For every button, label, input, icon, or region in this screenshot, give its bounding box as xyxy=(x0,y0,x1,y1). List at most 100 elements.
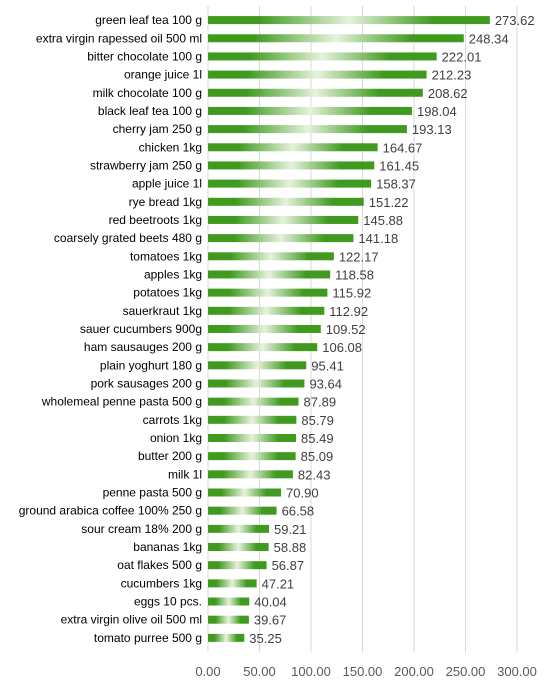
category-label: penne pasta 500 g xyxy=(103,486,202,500)
x-tick-label: 50.00 xyxy=(243,664,276,679)
category-label: onion 1kg xyxy=(150,431,202,445)
bar xyxy=(208,452,296,461)
bar xyxy=(208,633,245,642)
data-label: 59.21 xyxy=(274,522,307,537)
data-label: 112.92 xyxy=(329,304,368,319)
data-label: 222.01 xyxy=(442,49,482,64)
category-labels: green leaf tea 100 g extra virgin rapesse… xyxy=(19,13,202,645)
bar xyxy=(208,215,359,224)
bar xyxy=(208,543,269,552)
category-label: ground arabica coffee 100% 250 g xyxy=(19,504,202,518)
category-label: wholemeal penne pasta 500 g xyxy=(41,395,202,409)
bars xyxy=(208,16,490,642)
data-label: 151.22 xyxy=(369,195,409,210)
category-label: potatoes 1kg xyxy=(133,286,202,300)
bar xyxy=(208,361,307,370)
category-label: cherry jam 250 g xyxy=(113,122,202,136)
bar xyxy=(208,70,427,79)
category-label: red beetroots 1kg xyxy=(109,213,202,227)
x-axis-tick-labels: 0.00 50.00 100.00 150.00 200.00 250.00 300.00 xyxy=(195,664,537,679)
category-label: black leaf tea 100 g xyxy=(98,104,202,118)
bar xyxy=(208,615,249,624)
data-label: 58.88 xyxy=(274,540,307,555)
bar xyxy=(208,343,318,352)
category-label: bitter chocolate 100 g xyxy=(87,49,202,63)
data-label: 85.49 xyxy=(301,431,334,446)
category-label: apple juice 1l xyxy=(132,177,202,191)
data-label: 273.62 xyxy=(495,13,535,28)
category-label: tomatoes 1kg xyxy=(130,249,202,263)
data-label: 248.34 xyxy=(469,31,509,46)
data-label: 47.21 xyxy=(262,576,295,591)
bar xyxy=(208,597,250,606)
data-label: 82.43 xyxy=(298,467,331,482)
data-label: 56.87 xyxy=(272,558,305,573)
x-tick-label: 250.00 xyxy=(446,664,486,679)
bar xyxy=(208,433,297,442)
data-label: 40.04 xyxy=(254,595,287,610)
bar xyxy=(208,161,375,170)
data-label: 39.67 xyxy=(254,613,287,628)
category-label: sauer cucumbers 900g xyxy=(80,322,202,336)
data-label: 70.90 xyxy=(286,486,319,501)
x-tick-label: 300.00 xyxy=(497,664,537,679)
category-label: sauerkraut 1kg xyxy=(123,304,202,318)
data-label: 95.41 xyxy=(311,358,344,373)
category-label: extra virgin olive oil 500 ml xyxy=(61,613,202,627)
category-label: green leaf tea 100 g xyxy=(95,13,202,27)
category-label: eggs 10 pcs. xyxy=(134,595,202,609)
category-label: ham sausauges 200 g xyxy=(84,340,202,354)
category-label: apples 1kg xyxy=(144,267,202,281)
data-label: 35.25 xyxy=(249,631,282,646)
bar xyxy=(208,88,423,97)
data-label: 85.09 xyxy=(301,449,334,464)
bar xyxy=(208,415,297,424)
category-label: rye bread 1kg xyxy=(129,195,202,209)
bar xyxy=(208,197,364,206)
bar xyxy=(208,288,328,297)
bar xyxy=(208,524,269,533)
category-label: orange juice 1l xyxy=(124,68,202,82)
data-label: 85.79 xyxy=(301,413,334,428)
bar xyxy=(208,52,437,61)
category-label: butter 200 g xyxy=(138,449,202,463)
bar xyxy=(208,125,407,134)
data-label: 115.92 xyxy=(332,286,371,301)
bar xyxy=(208,397,299,406)
data-labels: 273.62 248.34 222.01 212.23 208.62 198.04 193.… xyxy=(249,13,534,646)
bar xyxy=(208,179,372,188)
category-label: extra virgin rapessed oil 500 ml xyxy=(36,31,202,45)
category-label: tomato purree 500 g xyxy=(94,631,202,645)
category-label: milk 1l xyxy=(168,467,202,481)
bar xyxy=(208,306,325,315)
category-label: milk chocolate 100 g xyxy=(93,86,202,100)
category-label: chicken 1kg xyxy=(139,140,202,154)
bar xyxy=(208,579,257,588)
bar xyxy=(208,16,490,25)
data-label: 193.13 xyxy=(412,122,452,137)
bar xyxy=(208,470,293,479)
bar xyxy=(208,506,277,515)
bar xyxy=(208,106,412,115)
bar xyxy=(208,34,464,43)
bar xyxy=(208,234,354,243)
bar xyxy=(208,143,378,152)
x-tick-label: 100.00 xyxy=(291,664,331,679)
data-label: 158.37 xyxy=(376,177,416,192)
data-label: 106.08 xyxy=(322,340,362,355)
category-label: cucumbers 1kg xyxy=(121,576,202,590)
bar xyxy=(208,252,334,261)
data-label: 164.67 xyxy=(383,140,423,155)
category-label: bananas 1kg xyxy=(133,540,202,554)
bar xyxy=(208,379,305,388)
data-label: 198.04 xyxy=(417,104,457,119)
category-label: strawberry jam 250 g xyxy=(90,158,202,172)
category-label: oat flakes 500 g xyxy=(117,558,202,572)
x-tick-label: 200.00 xyxy=(394,664,434,679)
data-label: 87.89 xyxy=(304,395,337,410)
bar xyxy=(208,324,321,333)
bar xyxy=(208,488,282,497)
data-label: 93.64 xyxy=(309,376,342,391)
